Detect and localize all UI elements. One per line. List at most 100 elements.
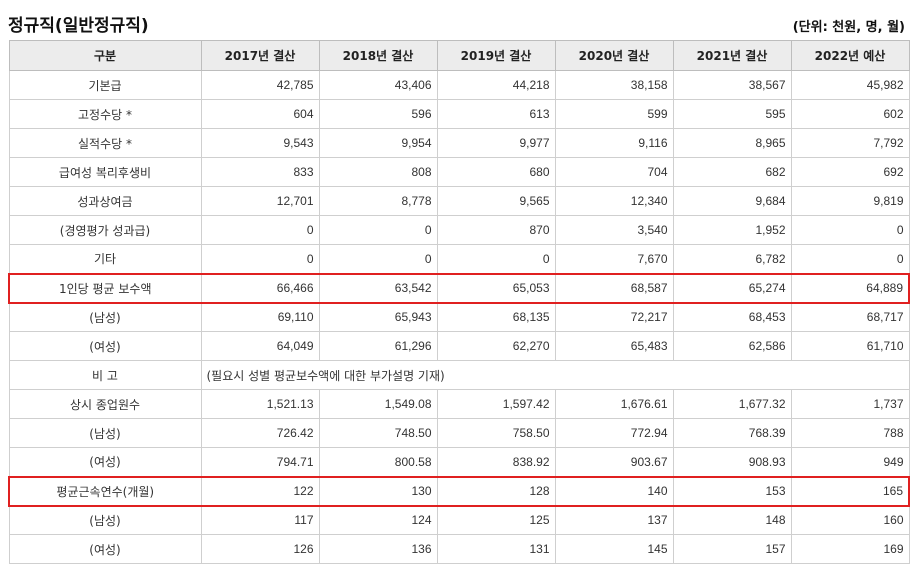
value-cell: 148	[672, 505, 792, 535]
page-title: 정규직(일반정규직)	[8, 16, 149, 36]
value-cell: 692	[790, 157, 910, 187]
table-header-row: 구분 2017년 결산 2018년 결산 2019년 결산 2020년 결산 2…	[8, 40, 910, 71]
table-row: 비 고 (필요시 성별 평균보수액에 대한 부가설명 기재)	[8, 360, 910, 390]
value-cell: 68,717	[790, 302, 910, 332]
value-cell: 1,737	[790, 389, 910, 419]
value-cell: 38,567	[672, 70, 792, 100]
row-label: 기타	[8, 244, 202, 274]
value-cell: 0	[200, 244, 320, 274]
unit-note: (단위: 천원, 명, 월)	[792, 20, 905, 35]
row-label: (여성)	[8, 534, 202, 564]
value-cell: 0	[436, 244, 556, 274]
column-header: 2022년 예산	[790, 40, 910, 71]
value-cell: 157	[672, 534, 792, 564]
value-cell: 72,217	[554, 302, 674, 332]
table-row: (남성) 117 124 125 137 148 160	[8, 505, 910, 535]
value-cell: 66,466	[200, 272, 320, 304]
table-row-highlighted: 평균근속연수(개월) 122 130 128 140 153 165	[8, 475, 910, 507]
value-cell: 9,116	[554, 128, 674, 158]
value-cell: 42,785	[200, 70, 320, 100]
value-cell: 38,158	[554, 70, 674, 100]
value-cell: 6,782	[672, 244, 792, 274]
value-cell: 65,053	[436, 272, 556, 304]
table-row: 급여성 복리후생비 833 808 680 704 682 692	[8, 157, 910, 187]
value-cell: 0	[200, 215, 320, 245]
value-cell: 768.39	[672, 418, 792, 448]
value-cell: 124	[318, 505, 438, 535]
value-cell: 160	[790, 505, 910, 535]
value-cell: 63,542	[318, 272, 438, 304]
value-cell: 0	[790, 244, 910, 274]
column-header: 2018년 결산	[318, 40, 438, 71]
value-cell: 61,296	[318, 331, 438, 361]
value-cell: 596	[318, 99, 438, 129]
table-row: 기타 0 0 0 7,670 6,782 0	[8, 244, 910, 274]
value-cell: 1,549.08	[318, 389, 438, 419]
table-row: 실적수당 * 9,543 9,954 9,977 9,116 8,965 7,792	[8, 128, 910, 158]
value-cell: 44,218	[436, 70, 556, 100]
value-cell: 68,453	[672, 302, 792, 332]
value-cell: 65,943	[318, 302, 438, 332]
value-cell: 153	[672, 475, 792, 507]
value-cell: 1,521.13	[200, 389, 320, 419]
table-row: 고정수당 * 604 596 613 599 595 602	[8, 99, 910, 129]
salary-table: 구분 2017년 결산 2018년 결산 2019년 결산 2020년 결산 2…	[8, 40, 910, 564]
value-cell: 61,710	[790, 331, 910, 361]
value-cell: 145	[554, 534, 674, 564]
value-cell: 69,110	[200, 302, 320, 332]
table-row: (경영평가 성과급) 0 0 870 3,540 1,952 0	[8, 215, 910, 245]
value-cell: 9,954	[318, 128, 438, 158]
value-cell: 9,565	[436, 186, 556, 216]
value-cell: 140	[554, 475, 674, 507]
value-cell: 758.50	[436, 418, 556, 448]
value-cell: 838.92	[436, 447, 556, 477]
value-cell: 1,952	[672, 215, 792, 245]
value-cell: 12,340	[554, 186, 674, 216]
value-cell: 1,676.61	[554, 389, 674, 419]
table-row: (남성) 726.42 748.50 758.50 772.94 768.39 788	[8, 418, 910, 448]
value-cell: 9,543	[200, 128, 320, 158]
table-row: 상시 종업원수 1,521.13 1,549.08 1,597.42 1,676.61 1…	[8, 389, 910, 419]
value-cell: 602	[790, 99, 910, 129]
row-label: 1인당 평균 보수액	[8, 272, 202, 304]
value-cell: 3,540	[554, 215, 674, 245]
value-cell: 748.50	[318, 418, 438, 448]
value-cell: 9,684	[672, 186, 792, 216]
value-cell: 833	[200, 157, 320, 187]
column-header: 2021년 결산	[672, 40, 792, 71]
column-header: 2019년 결산	[436, 40, 556, 71]
value-cell: 169	[790, 534, 910, 564]
value-cell: 726.42	[200, 418, 320, 448]
value-cell: 7,670	[554, 244, 674, 274]
value-cell: 599	[554, 99, 674, 129]
table-row: (남성) 69,110 65,943 68,135 72,217 68,453 68,717	[8, 302, 910, 332]
table-row-highlighted: 1인당 평균 보수액 66,466 63,542 65,053 68,587 65,274…	[8, 272, 910, 304]
value-cell: 7,792	[790, 128, 910, 158]
value-cell: 704	[554, 157, 674, 187]
column-header: 2017년 결산	[200, 40, 320, 71]
row-label: (경영평가 성과급)	[8, 215, 202, 245]
row-label: 급여성 복리후생비	[8, 157, 202, 187]
row-label: (여성)	[8, 331, 202, 361]
row-label: 기본급	[8, 70, 202, 100]
table-row: 기본급 42,785 43,406 44,218 38,158 38,567 45,982	[8, 70, 910, 100]
value-cell: 8,778	[318, 186, 438, 216]
value-cell: 808	[318, 157, 438, 187]
value-cell: 613	[436, 99, 556, 129]
value-cell: 682	[672, 157, 792, 187]
value-cell: 64,049	[200, 331, 320, 361]
value-cell: 800.58	[318, 447, 438, 477]
row-label: (남성)	[8, 302, 202, 332]
value-cell: 64,889	[790, 272, 910, 304]
row-label: 성과상여금	[8, 186, 202, 216]
value-cell: 45,982	[790, 70, 910, 100]
value-cell: 136	[318, 534, 438, 564]
table-row: (여성) 64,049 61,296 62,270 65,483 62,586 61,710	[8, 331, 910, 361]
row-label: (남성)	[8, 505, 202, 535]
value-cell: 9,977	[436, 128, 556, 158]
value-cell: 788	[790, 418, 910, 448]
value-cell: 62,270	[436, 331, 556, 361]
row-label: 고정수당 *	[8, 99, 202, 129]
value-cell: 130	[318, 475, 438, 507]
column-header: 2020년 결산	[554, 40, 674, 71]
